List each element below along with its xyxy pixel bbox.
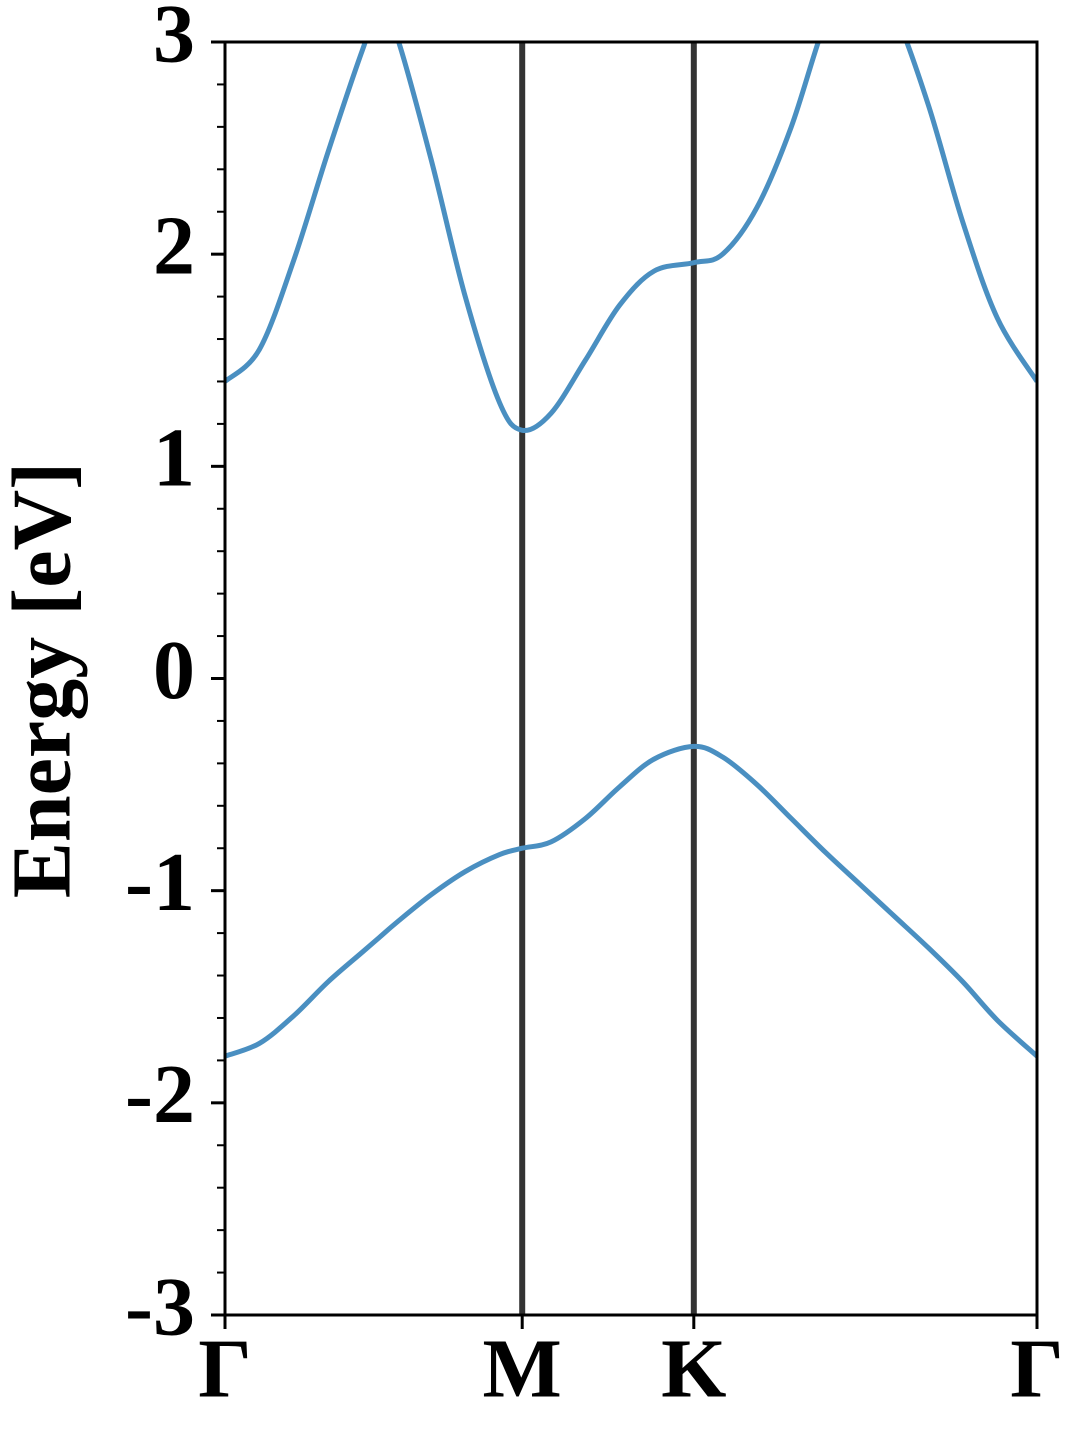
y-tick-label: -2 (125, 1048, 195, 1141)
plot-frame (223, 40, 1039, 1317)
y-tick-label: 2 (153, 199, 195, 292)
y-tick-label: 1 (153, 412, 195, 505)
plot-area (225, 42, 1037, 1059)
band-line (225, 743, 1037, 1059)
x-tick-label: Γ (198, 1322, 251, 1415)
y-tick-label: -1 (125, 836, 195, 929)
y-tick-label: 0 (153, 624, 195, 717)
x-tick-label: Γ (1010, 1322, 1063, 1415)
y-tick-label: 3 (153, 0, 195, 80)
x-tick-label: K (661, 1322, 726, 1415)
y-tick-label: -3 (125, 1260, 195, 1353)
band-line (225, 42, 1037, 434)
x-tick-label: M (483, 1322, 562, 1415)
y-axis-label: Energy [eV] (0, 462, 88, 898)
